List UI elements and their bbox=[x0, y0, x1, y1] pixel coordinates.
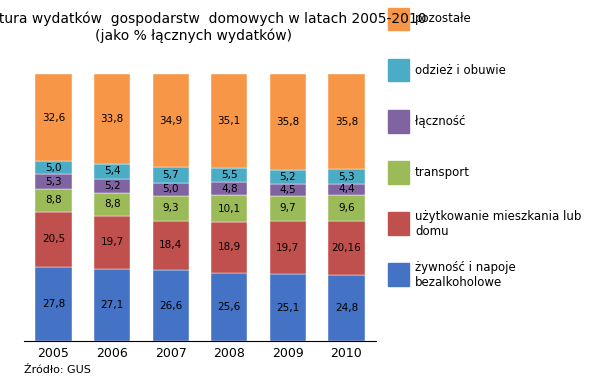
Text: 35,8: 35,8 bbox=[276, 117, 299, 127]
Text: łączność: łączność bbox=[415, 115, 465, 128]
Bar bbox=[153, 183, 189, 196]
Bar bbox=[153, 221, 189, 270]
Bar bbox=[328, 195, 365, 221]
Text: 8,8: 8,8 bbox=[104, 199, 121, 209]
Text: 26,6: 26,6 bbox=[159, 301, 182, 310]
Bar bbox=[35, 212, 72, 267]
Text: żywność i napoje
bezalkoholowe: żywność i napoje bezalkoholowe bbox=[415, 261, 516, 289]
Text: 34,9: 34,9 bbox=[159, 116, 182, 126]
Text: 25,6: 25,6 bbox=[218, 302, 241, 312]
Bar bbox=[328, 74, 365, 169]
Text: 4,4: 4,4 bbox=[338, 185, 355, 194]
Text: 8,8: 8,8 bbox=[45, 195, 62, 205]
Text: 32,6: 32,6 bbox=[42, 113, 65, 122]
Text: Struktura wydatków  gospodarstw  domowych w latach 2005-2010
(jako % łącznych wy: Struktura wydatków gospodarstw domowych … bbox=[0, 11, 426, 43]
Bar bbox=[35, 74, 72, 161]
Bar bbox=[211, 222, 247, 273]
Bar bbox=[153, 168, 189, 183]
Bar bbox=[35, 161, 72, 174]
Bar bbox=[35, 174, 72, 189]
Bar bbox=[270, 170, 306, 183]
Text: 10,1: 10,1 bbox=[218, 204, 241, 214]
Text: 9,7: 9,7 bbox=[279, 204, 296, 213]
Bar bbox=[270, 221, 306, 274]
Bar bbox=[211, 168, 247, 182]
Bar bbox=[328, 169, 365, 183]
Text: odzież i obuwie: odzież i obuwie bbox=[415, 64, 506, 77]
Bar bbox=[94, 216, 130, 269]
Bar bbox=[270, 196, 306, 221]
Text: 5,4: 5,4 bbox=[104, 166, 121, 177]
Text: 33,8: 33,8 bbox=[101, 114, 124, 124]
Bar bbox=[270, 183, 306, 196]
Text: 9,3: 9,3 bbox=[162, 204, 179, 213]
Text: 9,6: 9,6 bbox=[338, 203, 355, 213]
Bar bbox=[270, 274, 306, 341]
Bar bbox=[94, 269, 130, 341]
Bar bbox=[270, 74, 306, 170]
Bar bbox=[153, 196, 189, 221]
Text: 5,2: 5,2 bbox=[104, 181, 121, 191]
Bar bbox=[94, 164, 130, 179]
Text: pozostałe: pozostałe bbox=[415, 13, 472, 25]
Text: 19,7: 19,7 bbox=[276, 243, 299, 253]
Text: 4,5: 4,5 bbox=[279, 185, 296, 194]
Text: 5,3: 5,3 bbox=[338, 172, 355, 182]
Bar bbox=[153, 74, 189, 168]
Bar bbox=[328, 183, 365, 195]
Text: 25,1: 25,1 bbox=[276, 302, 299, 313]
Text: 4,8: 4,8 bbox=[221, 184, 238, 194]
Bar bbox=[211, 74, 247, 168]
Bar bbox=[35, 189, 72, 212]
Text: 20,16: 20,16 bbox=[331, 243, 361, 253]
Text: 5,2: 5,2 bbox=[279, 172, 296, 182]
Text: 27,1: 27,1 bbox=[101, 300, 124, 310]
Text: 5,5: 5,5 bbox=[221, 170, 238, 180]
Bar bbox=[328, 275, 365, 341]
Text: 5,0: 5,0 bbox=[162, 185, 179, 194]
Text: 35,1: 35,1 bbox=[218, 116, 241, 126]
Text: 27,8: 27,8 bbox=[42, 299, 65, 309]
Bar bbox=[94, 74, 130, 164]
Text: 5,3: 5,3 bbox=[45, 177, 62, 186]
Bar bbox=[35, 267, 72, 341]
Text: 35,8: 35,8 bbox=[335, 117, 358, 127]
Bar bbox=[328, 221, 365, 275]
Text: 20,5: 20,5 bbox=[42, 235, 65, 244]
Text: 18,4: 18,4 bbox=[159, 241, 182, 251]
Text: użytkowanie mieszkania lub
domu: użytkowanie mieszkania lub domu bbox=[415, 210, 582, 238]
Text: Źródło: GUS: Źródło: GUS bbox=[24, 365, 91, 375]
Bar bbox=[211, 182, 247, 195]
Bar bbox=[94, 193, 130, 216]
Bar bbox=[153, 270, 189, 341]
Bar bbox=[211, 273, 247, 341]
Text: 5,0: 5,0 bbox=[45, 163, 62, 173]
Bar bbox=[94, 179, 130, 193]
Text: transport: transport bbox=[415, 166, 470, 179]
Text: 19,7: 19,7 bbox=[101, 237, 124, 247]
Text: 18,9: 18,9 bbox=[218, 243, 241, 252]
Text: 24,8: 24,8 bbox=[335, 303, 358, 313]
Text: 5,7: 5,7 bbox=[162, 170, 179, 180]
Bar bbox=[211, 195, 247, 222]
